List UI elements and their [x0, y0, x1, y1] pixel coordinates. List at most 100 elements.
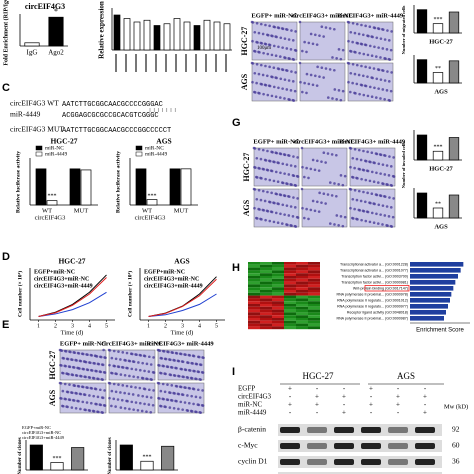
cell	[67, 372, 70, 376]
label: MUT	[174, 207, 188, 214]
cell	[268, 159, 272, 163]
cell	[366, 94, 370, 98]
cell	[283, 172, 286, 175]
heat-cell	[308, 304, 320, 307]
heat-cell	[308, 312, 320, 316]
label: circEIF4G3	[135, 214, 166, 221]
bar	[432, 23, 444, 34]
cell	[261, 73, 265, 77]
label: circEIF4G3+ miR-NC	[294, 138, 356, 145]
label: circEIF4G3 WT	[10, 99, 59, 108]
cell	[317, 210, 321, 213]
cell	[81, 400, 85, 404]
cell	[149, 396, 153, 399]
micrograph	[349, 188, 396, 228]
cell	[114, 357, 118, 361]
label: miR-4449	[45, 151, 68, 157]
cell	[126, 399, 129, 403]
heat-cell	[284, 295, 296, 299]
cell	[296, 156, 299, 159]
cell	[291, 39, 295, 42]
cell	[202, 356, 205, 360]
cell	[103, 371, 107, 374]
heat-cell	[272, 292, 284, 296]
cell	[379, 56, 382, 59]
label: circEIF4G3+miR-NC	[144, 276, 199, 282]
cell	[128, 359, 132, 363]
cell	[311, 83, 315, 87]
bar	[213, 21, 221, 51]
cell	[170, 399, 174, 402]
cell	[253, 30, 257, 34]
cell	[145, 395, 149, 399]
heat-cell	[308, 264, 320, 268]
cell	[85, 401, 89, 404]
heat-cell	[248, 281, 260, 285]
cell	[138, 368, 142, 372]
cell	[260, 83, 264, 86]
heat-cell	[272, 315, 284, 318]
cell	[379, 37, 383, 40]
label: *	[54, 7, 58, 16]
cell	[368, 85, 372, 89]
heat-cell	[272, 276, 284, 279]
cell	[357, 189, 361, 193]
heat-cell	[296, 304, 308, 307]
cell	[322, 192, 326, 195]
cell	[255, 197, 259, 201]
cell	[290, 29, 293, 32]
cell	[268, 178, 272, 182]
label: Cell number (× 10⁴)	[126, 271, 133, 317]
label: HGC-27	[242, 153, 251, 182]
cell	[138, 386, 142, 390]
cell	[197, 355, 201, 359]
label: c-Myc	[238, 441, 258, 450]
cell	[303, 40, 306, 44]
cell	[279, 152, 283, 156]
heat-cell	[296, 290, 308, 293]
cell	[366, 53, 370, 57]
legend-swatch	[35, 151, 43, 157]
heat-cell	[284, 284, 296, 288]
cell	[258, 167, 261, 170]
cell	[101, 411, 104, 414]
cell	[343, 174, 347, 178]
label: EGFP+miR-NC	[144, 269, 185, 275]
cell	[326, 96, 330, 99]
cell	[303, 175, 306, 179]
cell	[281, 162, 285, 166]
label: Time (d)	[61, 329, 84, 336]
cell	[89, 361, 92, 365]
bar	[123, 18, 131, 51]
cell	[337, 223, 340, 227]
cell	[287, 214, 291, 217]
cell	[289, 48, 293, 51]
label: β-catenin	[238, 425, 266, 434]
label: Transcription factor activi... (GO:00009…	[341, 280, 408, 284]
band	[280, 459, 300, 465]
label: -	[424, 401, 427, 409]
cell	[355, 157, 359, 161]
label: RNA polymerase II proximal... (GO:000097…	[336, 292, 408, 296]
cell	[134, 401, 138, 404]
heat-cell	[248, 284, 260, 288]
cell	[152, 389, 155, 392]
cell	[125, 351, 129, 355]
cell	[159, 389, 163, 393]
cell	[281, 27, 285, 31]
cell	[356, 177, 359, 180]
heat-cell	[272, 301, 284, 304]
heat-cell	[260, 326, 272, 330]
cell	[368, 179, 372, 183]
bar	[80, 169, 92, 206]
cell	[175, 385, 179, 388]
label: 4	[198, 323, 201, 329]
cell	[188, 369, 192, 372]
heat-cell	[260, 298, 272, 302]
label: EGFP+ miR-NC	[253, 138, 299, 145]
cell	[61, 389, 65, 393]
cell	[123, 373, 127, 377]
band	[307, 459, 327, 465]
heat-cell	[272, 298, 284, 302]
cell	[372, 221, 376, 225]
